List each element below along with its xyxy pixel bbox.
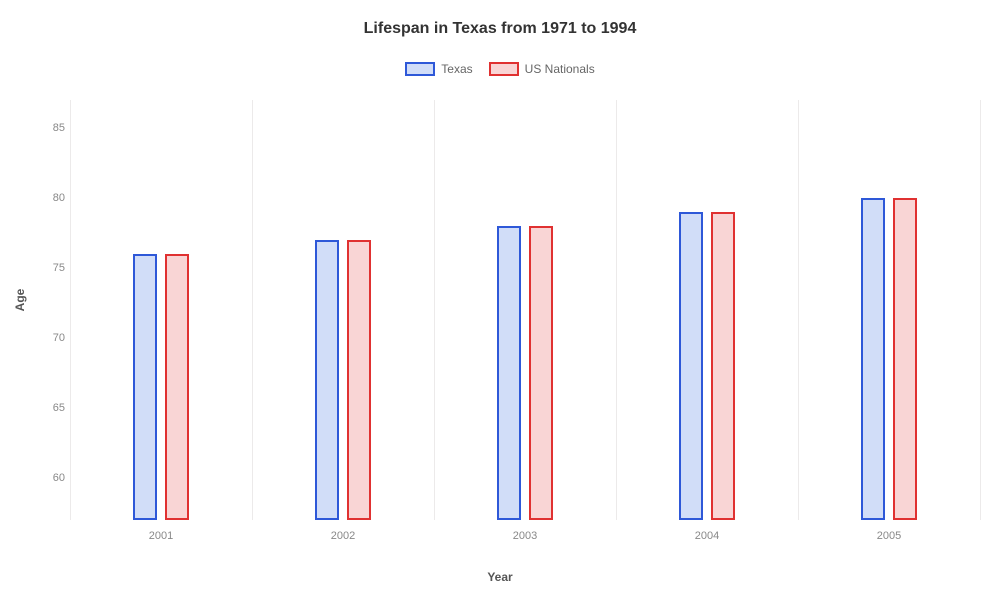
legend-item-texas: Texas — [405, 62, 472, 76]
bar-us-nationals — [347, 240, 371, 520]
x-tick: 2001 — [149, 530, 173, 542]
y-tick: 60 — [35, 472, 65, 484]
x-tick: 2005 — [877, 530, 901, 542]
bar-texas — [679, 212, 703, 520]
legend: Texas US Nationals — [0, 62, 1000, 76]
bar-us-nationals — [893, 198, 917, 520]
plot-area: 60657075808520012002200320042005 — [70, 100, 980, 520]
legend-swatch-texas — [405, 62, 435, 76]
chart-container: Lifespan in Texas from 1971 to 1994 Texa… — [0, 0, 1000, 600]
bar-us-nationals — [165, 254, 189, 520]
bar-texas — [861, 198, 885, 520]
grid-line — [616, 100, 617, 520]
bar-texas — [497, 226, 521, 520]
legend-label-texas: Texas — [441, 62, 472, 76]
grid-line — [434, 100, 435, 520]
bar-us-nationals — [529, 226, 553, 520]
y-tick: 75 — [35, 262, 65, 274]
chart-title: Lifespan in Texas from 1971 to 1994 — [0, 20, 1000, 38]
bar-us-nationals — [711, 212, 735, 520]
legend-label-us: US Nationals — [525, 62, 595, 76]
y-tick: 80 — [35, 192, 65, 204]
grid-line — [980, 100, 981, 520]
y-tick: 85 — [35, 122, 65, 134]
grid-line — [252, 100, 253, 520]
grid-line — [798, 100, 799, 520]
bar-texas — [315, 240, 339, 520]
grid-line — [70, 100, 71, 520]
y-tick: 65 — [35, 402, 65, 414]
x-tick: 2004 — [695, 530, 719, 542]
legend-item-us: US Nationals — [489, 62, 595, 76]
y-axis-label: Age — [13, 289, 27, 312]
x-axis-label: Year — [0, 570, 1000, 584]
bar-texas — [133, 254, 157, 520]
x-tick: 2002 — [331, 530, 355, 542]
y-tick: 70 — [35, 332, 65, 344]
x-tick: 2003 — [513, 530, 537, 542]
legend-swatch-us — [489, 62, 519, 76]
